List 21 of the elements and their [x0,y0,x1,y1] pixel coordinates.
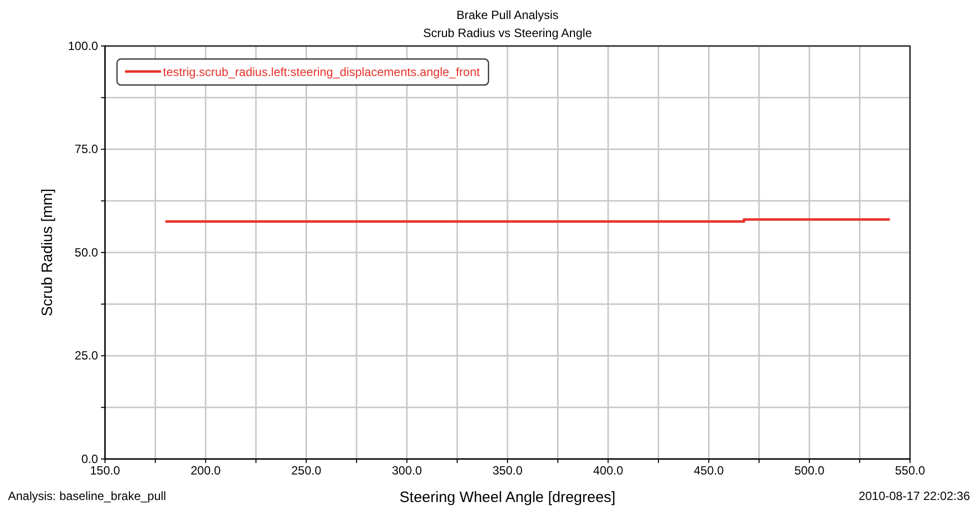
x-tick-label: 250.0 [291,464,322,478]
y-tick-label: 25.0 [74,348,98,363]
x-tick-label: 400.0 [593,464,624,478]
y-tick-label: 50.0 [74,245,98,260]
x-tick-label: 450.0 [694,464,724,478]
text: 2010-08-17 22:02:36 [858,489,970,503]
legend-label: testrig.scrub_radius.left:steering_displacements.angle_front [163,65,481,79]
chart-title: Brake Pull Analysis [456,8,559,22]
chart-subtitle: Scrub Radius vs Steering Angle [423,26,592,40]
y-tick-label: 100.0 [68,38,98,53]
x-axis-title: Steering Wheel Angle [dregrees] [400,489,616,506]
x-tick-label: 300.0 [392,464,422,478]
x-tick-label: 200.0 [190,464,221,478]
x-tick-label: 550.0 [894,464,926,478]
y-axis-title: Scrub Radius [mm] [39,188,56,316]
x-tick-label: 150.0 [90,464,120,478]
x-tick-label: 500.0 [794,464,825,478]
text: Analysis: baseline_brake_pull [8,489,166,503]
y-tick-label: 0.0 [81,452,98,466]
x-tick-label: 350.0 [492,464,523,478]
y-tick-label: 75.0 [74,142,98,156]
